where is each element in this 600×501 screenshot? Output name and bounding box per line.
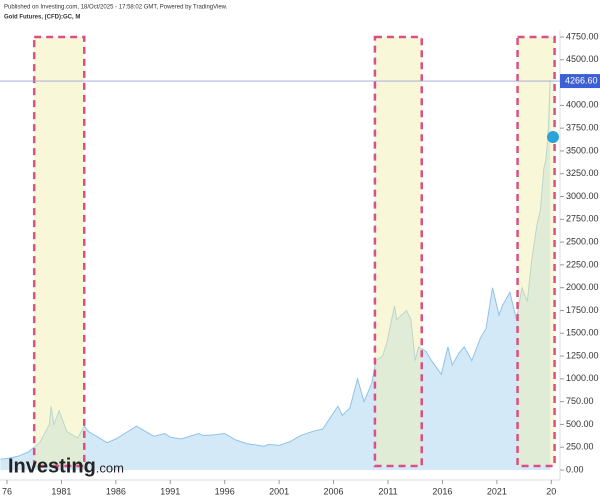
x-tick-label: 1991 [160, 486, 180, 496]
y-tick-label: 2500.00 [566, 236, 599, 246]
last-price-box [560, 74, 600, 89]
chart-title: Gold Futures, (CFD):GC, M [4, 15, 80, 21]
y-tick-label: 250.00 [566, 442, 594, 452]
marker-icon [547, 131, 559, 143]
y-tick-label: 2250.00 [566, 259, 599, 269]
last-price-label: 4266.60 [565, 75, 598, 85]
x-tick-label: 2006 [324, 486, 344, 496]
y-tick-label: 3250.00 [566, 168, 599, 178]
x-tick-label: 2011 [378, 486, 397, 496]
y-tick-label: 1750.00 [566, 305, 599, 315]
y-tick-label: 2000.00 [566, 282, 599, 292]
area-fill [0, 80, 551, 471]
x-tick-label: 76 [2, 486, 12, 496]
watermark-suffix: .com [96, 460, 124, 475]
y-tick-label: 1250.00 [566, 350, 599, 360]
watermark: Investing [8, 455, 96, 477]
y-tick-label: 2750.00 [566, 214, 599, 224]
x-tick-label: 1986 [106, 486, 126, 496]
price-line [0, 80, 551, 460]
y-tick-label: 0.00 [566, 464, 584, 474]
highlight-box [32, 35, 86, 468]
highlight-box [373, 35, 423, 468]
x-tick-label: 1996 [215, 486, 235, 496]
y-tick-label: 3500.00 [566, 145, 599, 155]
x-tick-label: 2001 [269, 486, 289, 496]
x-tick-label: 1981 [51, 486, 71, 496]
y-tick-label: 750.00 [566, 396, 594, 406]
y-tick-label: 1500.00 [566, 328, 599, 338]
highlight-box [516, 35, 556, 468]
y-tick-label: 4750.00 [566, 31, 599, 41]
y-tick-label: 4500.00 [566, 54, 599, 64]
x-tick-label: 2021 [487, 486, 507, 496]
y-tick-label: 500.00 [566, 419, 594, 429]
header: Published on Investing.com, 18/Oct/2025 … [4, 5, 228, 11]
y-tick-label: 3000.00 [566, 191, 599, 201]
y-tick-label: 1000.00 [566, 373, 599, 383]
y-tick-label: 3750.00 [566, 123, 599, 133]
x-tick-label: 20 [546, 486, 556, 496]
x-tick-label: 2016 [432, 486, 452, 496]
y-tick-label: 4000.00 [566, 100, 599, 110]
